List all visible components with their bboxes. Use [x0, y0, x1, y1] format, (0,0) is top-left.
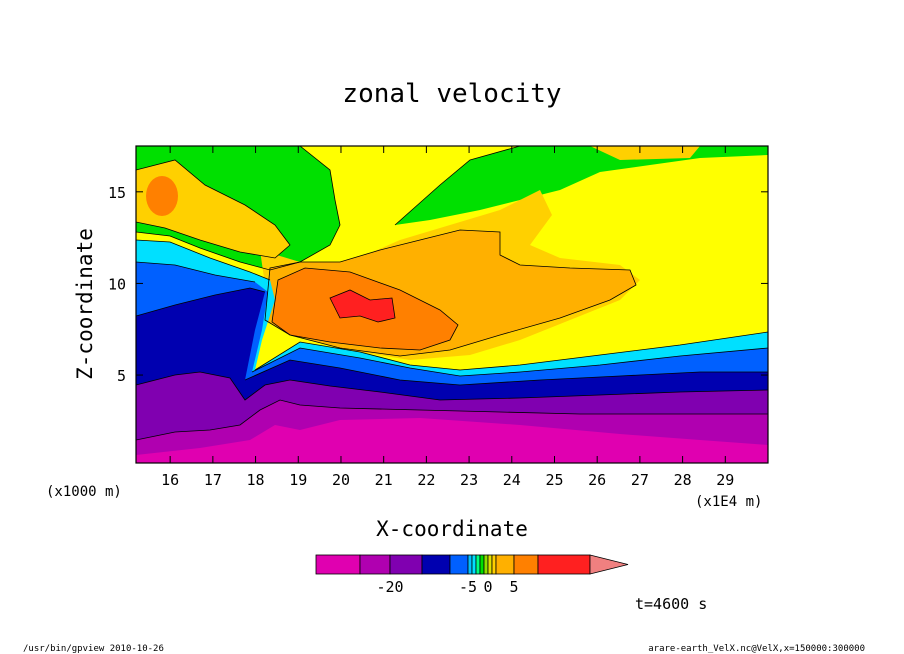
- x-tick-label: 20: [332, 471, 350, 489]
- contour-line-3: [136, 287, 266, 317]
- x-tick-label: 17: [204, 471, 222, 489]
- x-tick-label: 19: [289, 471, 307, 489]
- plot-frame: [135, 145, 769, 464]
- contour-line-8: [136, 399, 768, 441]
- footer-left: /usr/bin/gpview 2010-10-26: [23, 644, 164, 654]
- contour-line-14: [136, 159, 291, 259]
- x-tick-label: 18: [247, 471, 265, 489]
- colorbar-tick-labels: -20 -5 0 5: [376, 578, 518, 596]
- x-tick-label: 22: [417, 471, 435, 489]
- colorbar-segment: [537, 554, 591, 575]
- colorbar-tick-label: -5: [459, 578, 477, 596]
- colorbar-segment: [389, 554, 423, 575]
- chart-title: zonal velocity: [342, 79, 561, 109]
- contour-line-7: [136, 371, 768, 401]
- colorbar-segment: [495, 554, 515, 575]
- colorbar-tick-label: 0: [483, 578, 492, 596]
- x-tick-label: 24: [503, 471, 521, 489]
- x-tick-label: 16: [161, 471, 179, 489]
- y-unit-label: (x1000 m): [46, 484, 122, 500]
- x-tick-label: 26: [588, 471, 606, 489]
- colorbar-tick-label: -20: [376, 578, 403, 596]
- y-axis-label: Z-coordinate: [73, 228, 97, 380]
- colorbar-segment: [479, 554, 485, 575]
- contour-line-2: [136, 261, 256, 283]
- contour-band-top-orange: [590, 146, 700, 160]
- contour-line-13: [394, 146, 521, 226]
- colorbar-segment: [359, 554, 391, 575]
- colorbar-segment: [491, 554, 497, 575]
- colorbar: [315, 554, 629, 575]
- x-axis-ticks: 16 17 18 19 20 21 22 23 24 25 26 27 28 29: [161, 146, 734, 489]
- colorbar-segment: [483, 554, 489, 575]
- x-tick-label: 23: [460, 471, 478, 489]
- x-tick-label: 25: [545, 471, 563, 489]
- contour-line-1: [136, 239, 271, 281]
- time-label: t=4600 s: [635, 595, 707, 613]
- x-axis-label: X-coordinate: [376, 517, 528, 541]
- footer-right: arare-earth_VelX.nc@VelX,x=150000:300000: [648, 644, 865, 654]
- colorbar-segment: [315, 554, 361, 575]
- contour-line-5: [251, 347, 768, 377]
- colorbar-segment: [449, 554, 469, 575]
- contour-line-11: [329, 289, 396, 323]
- y-tick-label: 15: [108, 184, 126, 202]
- x-tick-label: 28: [674, 471, 692, 489]
- colorbar-segment: [421, 554, 451, 575]
- contour-line-4: [254, 331, 768, 371]
- y-tick-label: 10: [108, 275, 126, 293]
- contour-band-upper-green-tail: [395, 146, 768, 225]
- x-tick-label: 27: [631, 471, 649, 489]
- x-tick-label: 29: [716, 471, 734, 489]
- contour-band-upper-left-core: [146, 176, 178, 216]
- colorbar-segment: [487, 554, 493, 575]
- y-tick-label: 5: [117, 367, 126, 385]
- colorbar-extend-arrow: [589, 554, 629, 575]
- contour-line-6: [244, 359, 768, 386]
- contour-line-9: [264, 229, 637, 357]
- contour-line-12: [136, 146, 341, 271]
- x-tick-label: 21: [375, 471, 393, 489]
- colorbar-segment: [467, 554, 473, 575]
- contour-band-central-red: [330, 290, 395, 322]
- contour-field: [136, 146, 768, 463]
- colorbar-tick-label: 5: [509, 578, 518, 596]
- y-axis-ticks: 5 10 15: [108, 184, 768, 385]
- colorbar-segment: [471, 554, 477, 575]
- contour-band-magenta: [136, 418, 768, 463]
- x-unit-label: (x1E4 m): [695, 494, 762, 510]
- colorbar-segment: [475, 554, 481, 575]
- colorbar-segment: [513, 554, 539, 575]
- contour-line-10: [271, 267, 459, 351]
